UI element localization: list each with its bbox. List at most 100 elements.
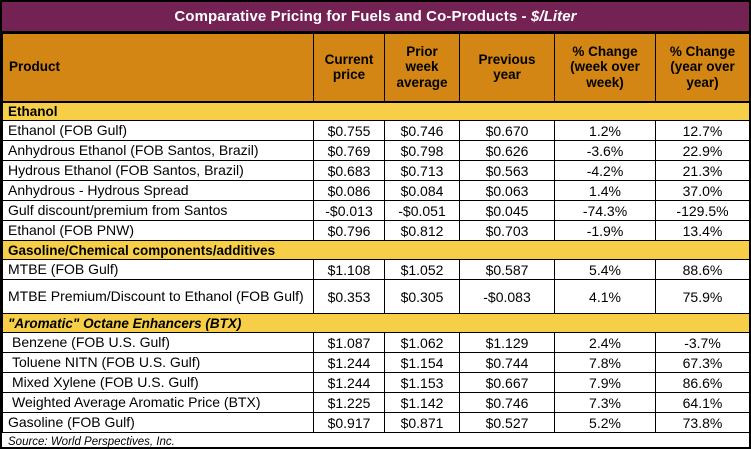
value-cell: $0.305 (384, 279, 460, 314)
product-cell: Gulf discount/premium from Santos (2, 200, 314, 221)
table-row: Mixed Xylene (FOB U.S. Gulf) $1.244 $1.1… (2, 372, 750, 393)
table-title-unit: $/Liter (530, 8, 577, 25)
product-cell: Toluene NITN (FOB U.S. Gulf) (2, 352, 314, 373)
column-header-current-price: Current price (313, 33, 385, 103)
product-cell: Ethanol (FOB Gulf) (2, 120, 314, 141)
value-cell: -$0.013 (313, 200, 385, 221)
table-row: Weighted Average Aromatic Price (BTX) $1… (2, 392, 750, 413)
value-cell: $1.052 (384, 259, 460, 280)
value-cell: $1.062 (384, 332, 460, 353)
value-cell: $0.746 (459, 392, 555, 413)
value-cell: $1.244 (313, 372, 385, 393)
value-cell: 88.6% (655, 259, 750, 280)
product-cell: MTBE (FOB Gulf) (2, 259, 314, 280)
value-cell: $1.244 (313, 352, 385, 373)
value-cell: -3.6% (554, 140, 656, 161)
value-cell: 5.4% (554, 259, 656, 280)
value-cell: $0.703 (459, 220, 555, 241)
value-cell: $0.086 (313, 180, 385, 201)
value-cell: $0.063 (459, 180, 555, 201)
product-cell: Anhydrous Ethanol (FOB Santos, Brazil) (2, 140, 314, 161)
table-row: Ethanol (FOB Gulf) $0.755 $0.746 $0.670 … (2, 120, 750, 141)
value-cell: -$0.083 (459, 279, 555, 314)
value-cell: $0.667 (459, 372, 555, 393)
product-cell: Hydrous Ethanol (FOB Santos, Brazil) (2, 160, 314, 181)
value-cell: $0.670 (459, 120, 555, 141)
value-cell: 7.8% (554, 352, 656, 373)
section-header-aromatic-btx: "Aromatic" Octane Enhancers (BTX) (2, 313, 750, 333)
value-cell: $1.108 (313, 259, 385, 280)
value-cell: 13.4% (655, 220, 750, 241)
table-title-text: Comparative Pricing for Fuels and Co-Pro… (174, 8, 527, 25)
value-cell: -74.3% (554, 200, 656, 221)
value-cell: 21.3% (655, 160, 750, 181)
value-cell: 86.6% (655, 372, 750, 393)
value-cell: $0.587 (459, 259, 555, 280)
value-cell: $0.812 (384, 220, 460, 241)
product-cell: Weighted Average Aromatic Price (BTX) (2, 392, 314, 413)
value-cell: -1.9% (554, 220, 656, 241)
value-cell: $0.755 (313, 120, 385, 141)
section-header-label: Ethanol (2, 101, 750, 121)
column-header-row: Product Current price Prior week average… (2, 33, 750, 103)
value-cell: $1.142 (384, 392, 460, 413)
value-cell: -3.7% (655, 332, 750, 353)
value-cell: $1.129 (459, 332, 555, 353)
value-cell: $0.796 (313, 220, 385, 241)
table-title: Comparative Pricing for Fuels and Co-Pro… (2, 2, 749, 33)
table-row: Hydrous Ethanol (FOB Santos, Brazil) $0.… (2, 160, 750, 181)
value-cell: 7.9% (554, 372, 656, 393)
value-cell: 7.3% (554, 392, 656, 413)
value-cell: 1.4% (554, 180, 656, 201)
product-cell: Anhydrous - Hydrous Spread (2, 180, 314, 201)
value-cell: 12.7% (655, 120, 750, 141)
product-cell: Benzene (FOB U.S. Gulf) (2, 332, 314, 353)
value-cell: $0.744 (459, 352, 555, 373)
value-cell: $1.087 (313, 332, 385, 353)
product-cell: Ethanol (FOB PNW) (2, 220, 314, 241)
value-cell: 22.9% (655, 140, 750, 161)
section-header-label: "Aromatic" Octane Enhancers (BTX) (2, 313, 750, 333)
value-cell: $1.225 (313, 392, 385, 413)
value-cell: $0.626 (459, 140, 555, 161)
value-cell: $0.769 (313, 140, 385, 161)
value-cell: -4.2% (554, 160, 656, 181)
value-cell: 64.1% (655, 392, 750, 413)
section-header-label: Gasoline/Chemical components/additives (2, 240, 750, 260)
table-row: Toluene NITN (FOB U.S. Gulf) $1.244 $1.1… (2, 352, 750, 373)
source-note: Source: World Perspectives, Inc. (8, 436, 175, 448)
value-cell: 73.8% (655, 412, 750, 433)
pricing-data-table: Product Current price Prior week average… (2, 33, 750, 433)
value-cell: 4.1% (554, 279, 656, 314)
value-cell: $0.871 (384, 412, 460, 433)
value-cell: 37.0% (655, 180, 750, 201)
value-cell: $0.683 (313, 160, 385, 181)
table-row: Gulf discount/premium from Santos -$0.01… (2, 200, 750, 221)
value-cell: $0.045 (459, 200, 555, 221)
value-cell: $0.563 (459, 160, 555, 181)
value-cell: 67.3% (655, 352, 750, 373)
value-cell: $0.353 (313, 279, 385, 314)
column-header-pct-change-yoy: % Change (year over year) (655, 33, 750, 103)
column-header-previous-year: Previous year (459, 33, 555, 103)
value-cell: $0.527 (459, 412, 555, 433)
value-cell: $0.084 (384, 180, 460, 201)
table-row: Anhydrous - Hydrous Spread $0.086 $0.084… (2, 180, 750, 201)
section-header-ethanol: Ethanol (2, 101, 750, 121)
table-row: Ethanol (FOB PNW) $0.796 $0.812 $0.703 -… (2, 220, 750, 241)
value-cell: -$0.051 (384, 200, 460, 221)
value-cell: $0.746 (384, 120, 460, 141)
table-row: Anhydrous Ethanol (FOB Santos, Brazil) $… (2, 140, 750, 161)
product-cell: Gasoline (FOB Gulf) (2, 412, 314, 433)
product-cell: MTBE Premium/Discount to Ethanol (FOB Gu… (2, 279, 314, 314)
value-cell: 75.9% (655, 279, 750, 314)
table-row: MTBE (FOB Gulf) $1.108 $1.052 $0.587 5.4… (2, 259, 750, 280)
value-cell: $0.798 (384, 140, 460, 161)
column-header-pct-change-wow: % Change (week over week) (554, 33, 656, 103)
value-cell: 5.2% (554, 412, 656, 433)
column-header-product: Product (2, 33, 314, 103)
column-header-prior-week-average: Prior week average (384, 33, 460, 103)
value-cell: 1.2% (554, 120, 656, 141)
value-cell: $0.917 (313, 412, 385, 433)
